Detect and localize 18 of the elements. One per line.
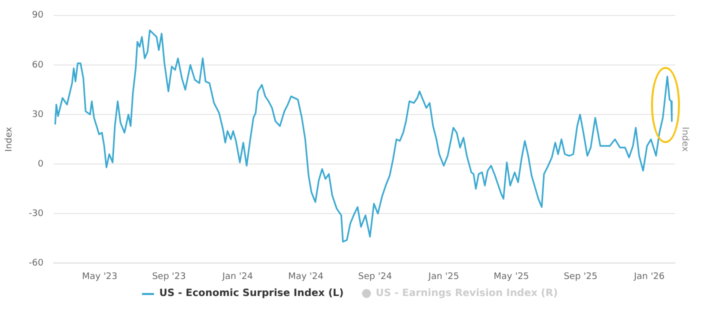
x-tick-label: Jan '25 — [427, 272, 460, 282]
y-tick-label: 0 — [38, 159, 44, 170]
x-tick-label: Sep '24 — [358, 272, 392, 282]
x-tick-label: Sep '23 — [152, 272, 186, 282]
y-tick-label: -60 — [28, 258, 44, 269]
x-tick-label: Sep '25 — [564, 272, 598, 282]
y-tick-label: 90 — [32, 10, 44, 21]
y-tick-label: 60 — [32, 60, 44, 70]
y-tick-label: 30 — [32, 110, 44, 120]
x-tick-label: May '24 — [288, 272, 324, 282]
y-tick-label: -30 — [28, 208, 44, 219]
y2-axis-title: Index — [679, 126, 690, 152]
x-tick-label: Jan '24 — [221, 272, 254, 282]
y-axis-title: Index — [4, 126, 15, 152]
x-tick-label: May '23 — [82, 272, 118, 282]
x-tick-label: Jan '26 — [632, 272, 665, 282]
x-tick-label: May '25 — [494, 272, 530, 282]
legend-label: US - Economic Surprise Index (L) — [159, 288, 344, 299]
